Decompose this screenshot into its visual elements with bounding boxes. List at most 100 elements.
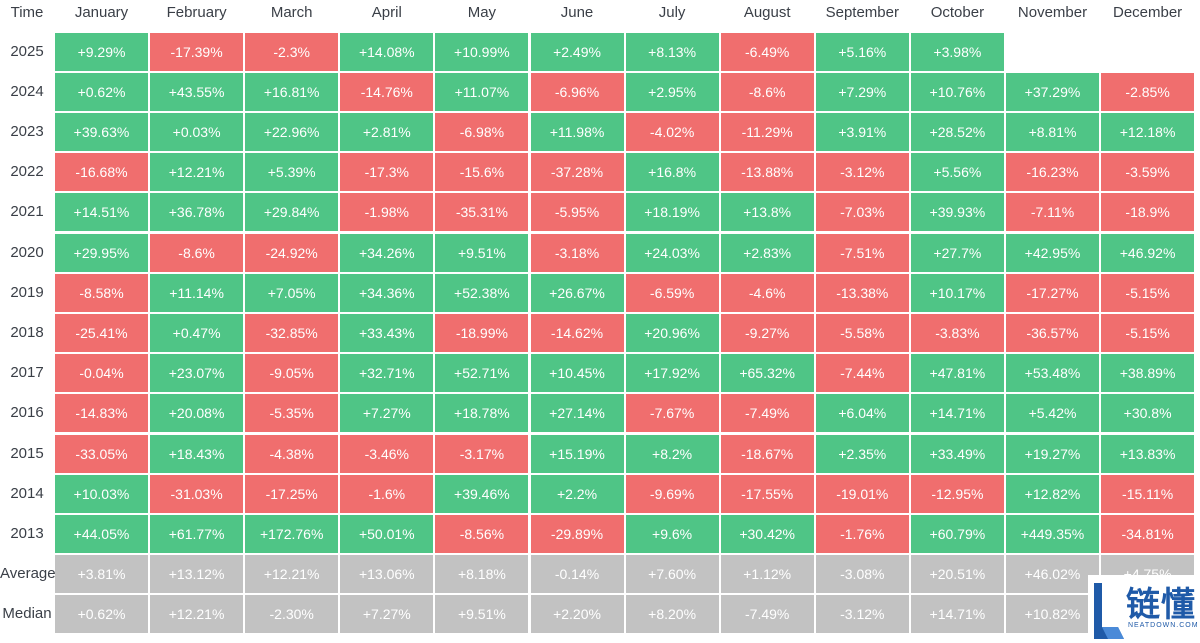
return-cell: -14.62% (530, 313, 624, 352)
return-cell: -0.04% (55, 354, 148, 393)
stat-cell: +12.21% (150, 595, 244, 634)
return-cell: -18.99% (435, 313, 529, 352)
return-cell: -2.85% (1101, 72, 1195, 111)
return-cell: -32.85% (245, 313, 339, 352)
return-cell: -5.95% (530, 193, 624, 232)
stat-cell: -3.12% (815, 595, 909, 634)
return-cell: +8.2% (625, 434, 719, 473)
return-cell: +11.98% (530, 112, 624, 151)
return-cell: +14.71% (910, 394, 1004, 433)
return-cell: +8.13% (625, 32, 719, 71)
month-header: July (658, 4, 686, 21)
stat-row-label: Median (2, 605, 52, 623)
return-cell: +3.98% (910, 32, 1004, 71)
return-cell: -17.25% (245, 474, 339, 513)
corner-label: Time (10, 4, 44, 21)
return-cell: -5.35% (245, 394, 339, 433)
return-cell: +34.36% (340, 273, 434, 312)
return-cell: +52.38% (435, 273, 529, 312)
return-cell: +53.48% (1006, 354, 1099, 393)
return-cell: -8.6% (720, 72, 814, 111)
return-cell: +14.51% (55, 193, 148, 232)
return-cell: +7.05% (245, 273, 339, 312)
return-cell: +9.29% (55, 32, 148, 71)
stat-cell: +7.60% (625, 555, 719, 594)
return-cell: +10.76% (910, 72, 1004, 111)
return-cell: -16.23% (1006, 153, 1099, 192)
year-row-label: 2025 (10, 42, 44, 60)
stat-cell: -7.49% (720, 595, 814, 634)
stat-cell: -2.30% (245, 595, 339, 634)
stat-cell: +20.51% (910, 555, 1004, 594)
return-cell: -4.38% (245, 434, 339, 473)
return-cell: -3.12% (815, 153, 909, 192)
stat-cell: +13.12% (150, 555, 244, 594)
return-cell: +65.32% (720, 354, 814, 393)
return-cell: -7.11% (1006, 193, 1099, 232)
return-cell: +6.04% (815, 394, 909, 433)
return-cell: -31.03% (150, 474, 244, 513)
return-cell: +3.91% (815, 112, 909, 151)
return-cell: -2.3% (245, 32, 339, 71)
return-cell: -8.6% (150, 233, 244, 272)
return-cell: -35.31% (435, 193, 529, 232)
return-cell: +2.35% (815, 434, 909, 473)
return-cell: -4.02% (625, 112, 719, 151)
return-cell: -5.58% (815, 313, 909, 352)
return-cell: +0.62% (55, 72, 148, 111)
return-cell: +11.07% (435, 72, 529, 111)
return-cell: +44.05% (55, 514, 148, 553)
return-cell: +10.99% (435, 32, 529, 71)
return-cell: -12.95% (910, 474, 1004, 513)
stat-cell: +7.27% (340, 595, 434, 634)
return-cell: +2.81% (340, 112, 434, 151)
return-cell: -7.44% (815, 354, 909, 393)
return-cell: -15.6% (435, 153, 529, 192)
return-cell: -11.29% (720, 112, 814, 151)
return-cell: +16.8% (625, 153, 719, 192)
return-cell: +449.35% (1006, 514, 1099, 553)
return-cell: -7.51% (815, 233, 909, 272)
return-cell: -17.55% (720, 474, 814, 513)
year-row-label: 2020 (10, 243, 44, 261)
return-cell: +5.56% (910, 153, 1004, 192)
return-cell: +22.96% (245, 112, 339, 151)
return-cell: +16.81% (245, 72, 339, 111)
return-cell: +2.49% (530, 32, 624, 71)
return-cell: -1.76% (815, 514, 909, 553)
month-header: April (371, 4, 402, 21)
return-cell: +10.03% (55, 474, 148, 513)
return-cell: -9.69% (625, 474, 719, 513)
return-cell: -7.67% (625, 394, 719, 433)
return-cell: +10.45% (530, 354, 624, 393)
return-cell: +39.46% (435, 474, 529, 513)
return-cell: -18.9% (1101, 193, 1195, 232)
return-cell: +17.92% (625, 354, 719, 393)
return-cell: -8.56% (435, 514, 529, 553)
return-cell: +60.79% (910, 514, 1004, 553)
year-row-label: 2014 (10, 484, 44, 502)
return-cell: -19.01% (815, 474, 909, 513)
year-row-label: 2013 (10, 524, 44, 542)
return-cell: -4.6% (720, 273, 814, 312)
return-cell: +20.96% (625, 313, 719, 352)
return-cell: +52.71% (435, 354, 529, 393)
return-cell: +27.7% (910, 233, 1004, 272)
return-cell: +46.92% (1101, 233, 1195, 272)
watermark-en-text: NEATDOWN.COM (1128, 622, 1199, 629)
stat-cell: +2.20% (530, 595, 624, 634)
return-cell: -3.59% (1101, 153, 1195, 192)
return-cell: +12.82% (1006, 474, 1099, 513)
return-cell: +12.21% (150, 153, 244, 192)
return-cell: -13.88% (720, 153, 814, 192)
return-cell: +33.43% (340, 313, 434, 352)
return-cell: +2.83% (720, 233, 814, 272)
stat-cell: +10.82% (1006, 595, 1099, 634)
stat-cell: -0.14% (530, 555, 624, 594)
return-cell: +12.18% (1101, 112, 1195, 151)
return-cell: +11.14% (150, 273, 244, 312)
return-cell: +9.51% (435, 233, 529, 272)
stat-cell: -3.08% (815, 555, 909, 594)
return-cell: -36.57% (1006, 313, 1099, 352)
return-cell: +42.95% (1006, 233, 1099, 272)
